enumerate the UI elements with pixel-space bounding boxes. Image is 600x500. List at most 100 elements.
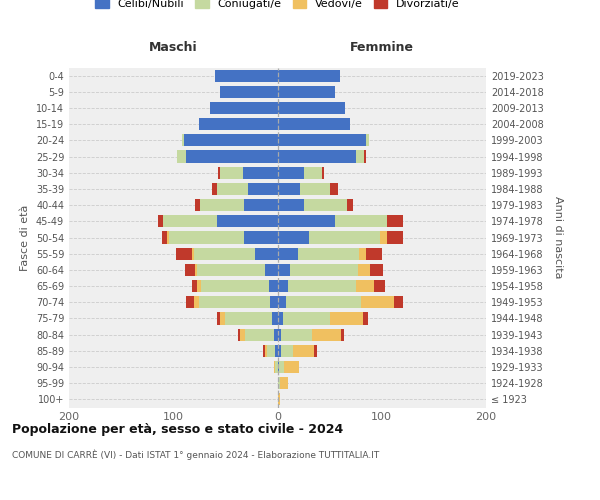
Bar: [210, 102, 277, 114]
Bar: [217, 312, 220, 324]
Bar: [197, 264, 265, 276]
Bar: [194, 296, 199, 308]
Bar: [158, 215, 163, 228]
Bar: [162, 232, 167, 243]
Bar: [387, 232, 403, 243]
Bar: [281, 345, 293, 357]
Bar: [192, 248, 194, 260]
Bar: [358, 264, 370, 276]
Bar: [185, 264, 195, 276]
Bar: [265, 345, 267, 357]
Bar: [309, 232, 380, 243]
Text: Maschi: Maschi: [149, 41, 197, 54]
Bar: [277, 232, 309, 243]
Bar: [277, 264, 290, 276]
Bar: [364, 150, 366, 162]
Bar: [269, 280, 277, 292]
Bar: [304, 199, 347, 211]
Bar: [267, 345, 275, 357]
Bar: [280, 377, 288, 390]
Bar: [394, 296, 403, 308]
Bar: [284, 361, 299, 373]
Legend: Celibi/Nubili, Coniugati/e, Vedovi/e, Divorziati/e: Celibi/Nubili, Coniugati/e, Vedovi/e, Di…: [95, 0, 460, 9]
Text: COMUNE DI CARRÈ (VI) - Dati ISTAT 1° gennaio 2024 - Elaborazione TUTTITALIA.IT: COMUNE DI CARRÈ (VI) - Dati ISTAT 1° gen…: [12, 450, 379, 460]
Bar: [212, 183, 217, 195]
Bar: [341, 328, 344, 340]
Bar: [220, 86, 277, 98]
Bar: [195, 264, 197, 276]
Bar: [277, 345, 281, 357]
Bar: [244, 232, 277, 243]
Bar: [270, 296, 277, 308]
Bar: [197, 280, 202, 292]
Bar: [277, 280, 288, 292]
Bar: [277, 312, 283, 324]
Bar: [238, 328, 240, 340]
Bar: [263, 345, 265, 357]
Bar: [277, 86, 335, 98]
Bar: [274, 328, 277, 340]
Bar: [277, 150, 356, 162]
Bar: [194, 248, 254, 260]
Bar: [363, 312, 368, 324]
Bar: [286, 296, 361, 308]
Bar: [265, 264, 277, 276]
Bar: [277, 199, 304, 211]
Bar: [277, 70, 340, 82]
Bar: [182, 134, 184, 146]
Bar: [277, 361, 278, 373]
Bar: [215, 70, 277, 82]
Bar: [380, 232, 387, 243]
Bar: [277, 296, 286, 308]
Bar: [361, 296, 394, 308]
Bar: [277, 183, 301, 195]
Bar: [195, 199, 200, 211]
Bar: [218, 166, 220, 179]
Bar: [199, 118, 277, 130]
Bar: [304, 166, 322, 179]
Bar: [281, 328, 312, 340]
Bar: [329, 183, 338, 195]
Bar: [275, 361, 277, 373]
Bar: [240, 328, 245, 340]
Y-axis label: Anni di nascita: Anni di nascita: [553, 196, 563, 279]
Bar: [347, 199, 353, 211]
Bar: [356, 280, 374, 292]
Bar: [200, 199, 244, 211]
Bar: [275, 345, 277, 357]
Bar: [274, 361, 275, 373]
Bar: [167, 232, 169, 243]
Bar: [277, 248, 298, 260]
Bar: [248, 183, 277, 195]
Bar: [277, 166, 304, 179]
Bar: [298, 248, 359, 260]
Bar: [356, 150, 364, 162]
Bar: [277, 134, 366, 146]
Bar: [283, 312, 329, 324]
Bar: [374, 280, 385, 292]
Bar: [293, 345, 314, 357]
Text: Popolazione per età, sesso e stato civile - 2024: Popolazione per età, sesso e stato civil…: [12, 422, 343, 436]
Bar: [199, 296, 270, 308]
Bar: [220, 312, 226, 324]
Bar: [192, 280, 197, 292]
Bar: [244, 199, 277, 211]
Bar: [387, 215, 403, 228]
Bar: [278, 361, 284, 373]
Bar: [184, 134, 277, 146]
Bar: [370, 264, 383, 276]
Bar: [176, 248, 192, 260]
Bar: [288, 280, 356, 292]
Bar: [217, 215, 277, 228]
Bar: [186, 296, 194, 308]
Bar: [277, 377, 280, 390]
Bar: [243, 166, 277, 179]
Bar: [329, 312, 363, 324]
Bar: [277, 102, 345, 114]
Bar: [169, 232, 244, 243]
Bar: [186, 150, 277, 162]
Bar: [277, 118, 350, 130]
Bar: [178, 150, 186, 162]
Bar: [217, 183, 248, 195]
Bar: [226, 312, 272, 324]
